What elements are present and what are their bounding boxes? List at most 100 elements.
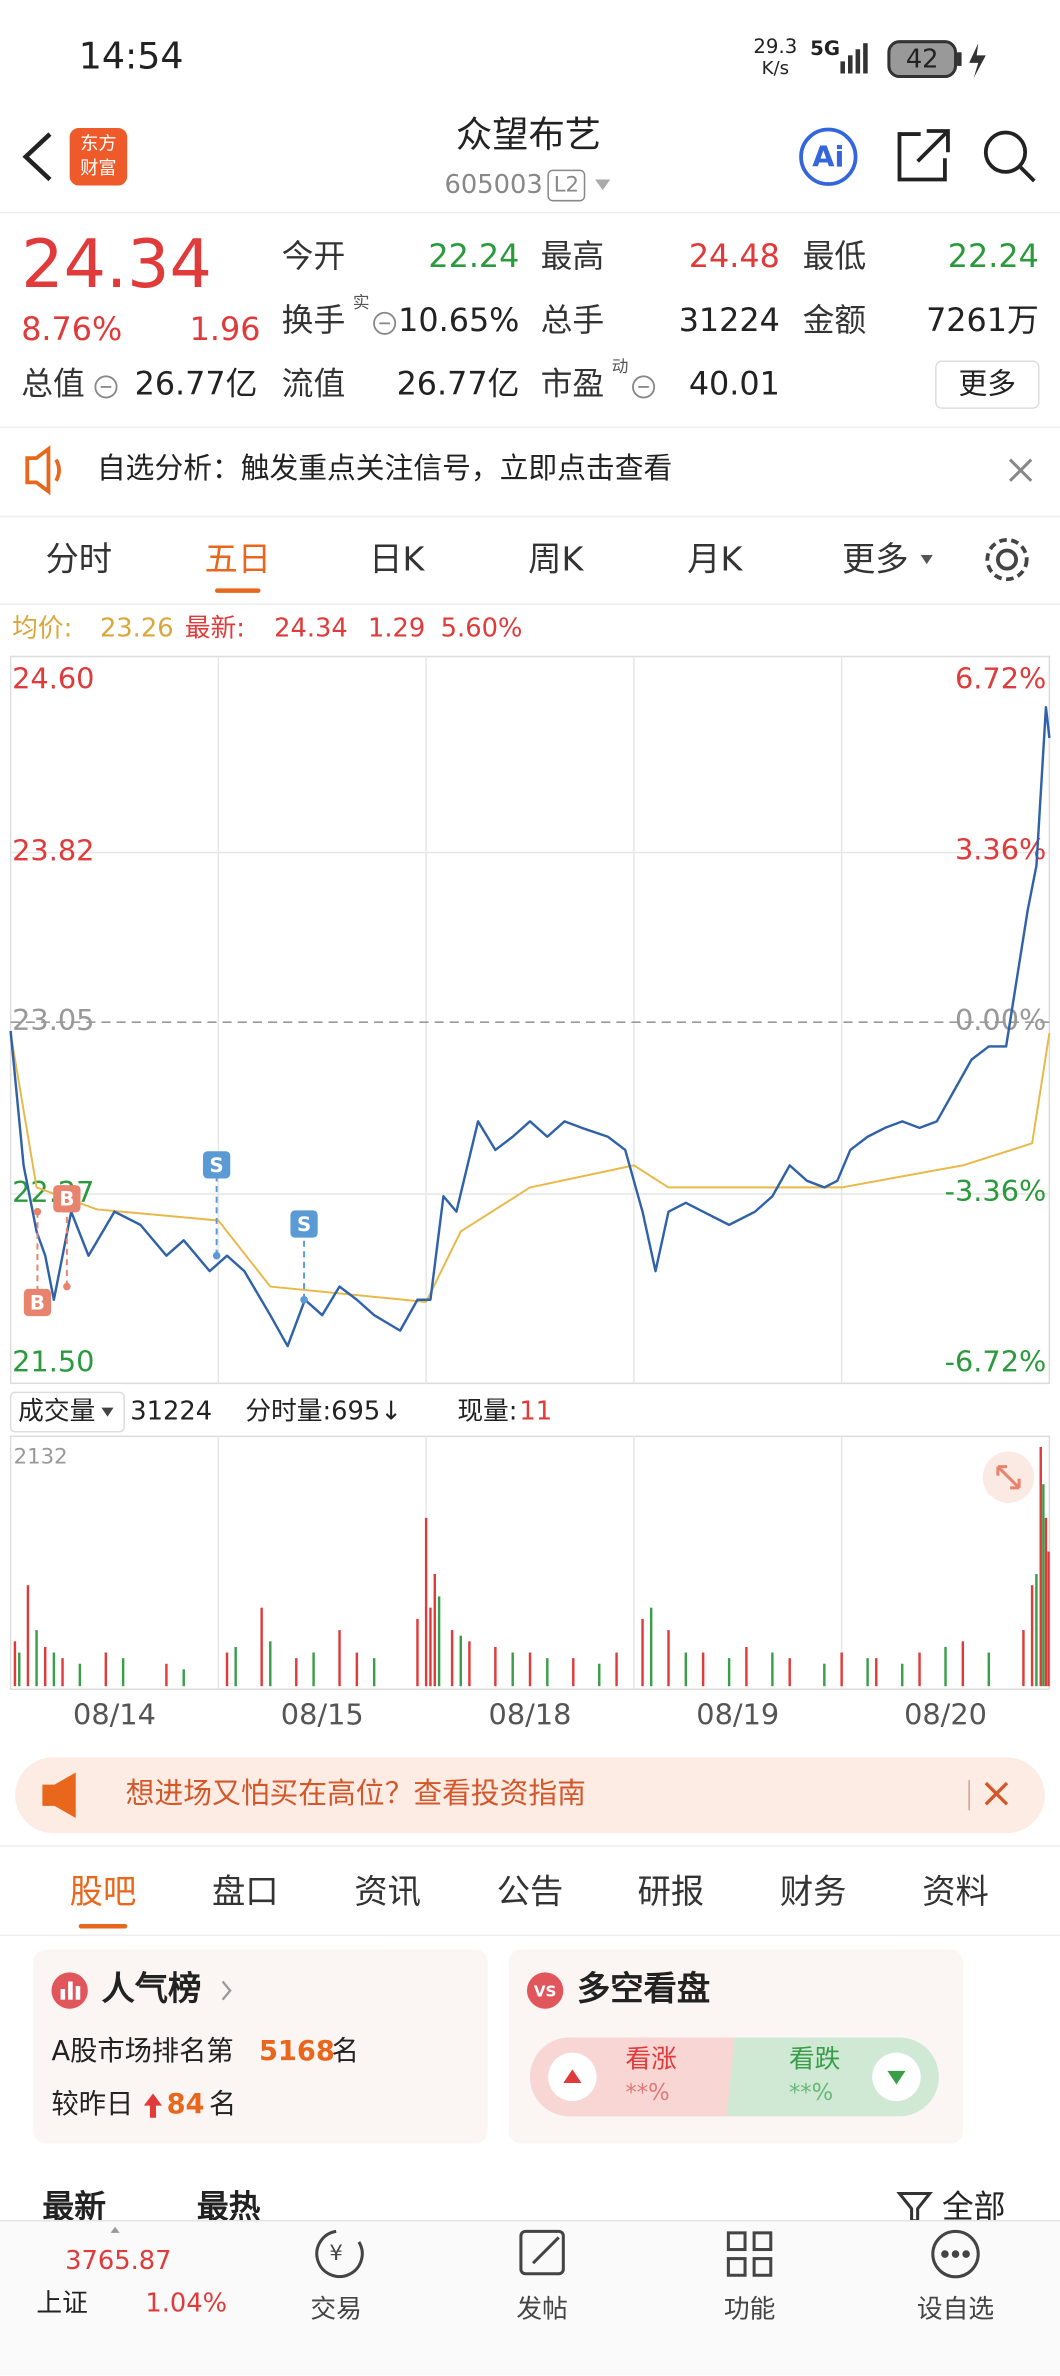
chart-tab[interactable]: 分时 <box>45 540 112 579</box>
trade-point <box>212 1251 221 1260</box>
volume-bar <box>182 1669 185 1687</box>
marker-badge <box>23 1288 52 1317</box>
marker-label: B <box>30 1292 45 1315</box>
nav-label[interactable]: 交易 <box>310 2295 361 2325</box>
trade-icon[interactable]: ¥ <box>315 2229 364 2278</box>
chart-tab[interactable]: 月K <box>687 540 743 579</box>
rank-prefix: A股市场排名第 <box>51 2036 233 2067</box>
field-value: 22.24 <box>948 238 1039 275</box>
section-tab[interactable]: 公告 <box>497 1872 564 1911</box>
last: 24.34 <box>274 614 348 644</box>
price-line <box>9 705 1051 1348</box>
field-value: 7261万 <box>926 302 1039 339</box>
chart-tab[interactable]: 日K <box>369 540 425 579</box>
notice-close[interactable] <box>1008 458 1033 482</box>
volume-bar <box>701 1652 705 1687</box>
volume-bar <box>52 1652 56 1687</box>
notice-text[interactable]: 自选分析：触发重点关注信号，立即点击查看 <box>97 451 672 485</box>
field-value: 26.77亿 <box>135 365 258 402</box>
volume-bar <box>649 1607 653 1687</box>
popularity-card[interactable] <box>33 1949 488 2144</box>
volume-bar <box>1039 1446 1042 1687</box>
watchlist-icon[interactable] <box>931 2229 980 2279</box>
volume-bar <box>104 1652 108 1687</box>
volume-bar <box>468 1641 471 1687</box>
field-label: 金额 <box>803 302 867 339</box>
field-value: 10.65% <box>398 302 519 339</box>
change: 1.96 <box>190 311 261 348</box>
expand-button[interactable] <box>982 1451 1035 1503</box>
sort-hot[interactable]: 最热 <box>197 2189 261 2226</box>
filter[interactable]: 全部 <box>942 2189 1006 2226</box>
volume-bar <box>788 1658 791 1687</box>
section-tab[interactable]: 财务 <box>780 1872 847 1911</box>
signal <box>840 43 868 74</box>
volume-bar <box>1042 1484 1045 1687</box>
nav-label[interactable]: 设自选 <box>917 2295 994 2325</box>
volume-bar <box>234 1646 237 1687</box>
index-change: 1.04% <box>145 2289 227 2319</box>
share-button[interactable] <box>897 129 950 182</box>
change-pct: 8.76% <box>21 311 122 348</box>
y2-tick-label: -6.72% <box>945 1345 1047 1379</box>
divider <box>0 515 1060 518</box>
chart-tab[interactable]: 周K <box>528 540 584 579</box>
field-value: 26.77亿 <box>397 365 520 402</box>
back-button[interactable] <box>22 132 52 182</box>
marker-badge <box>203 1151 231 1179</box>
dropdown[interactable] <box>595 179 611 191</box>
bear-label: 看跌 <box>789 2045 840 2075</box>
tab-underline <box>215 588 261 593</box>
section-tab[interactable]: 股吧 <box>70 1872 137 1911</box>
bear-arrow <box>887 2070 906 2085</box>
search-button[interactable] <box>983 130 1036 183</box>
price-frame <box>9 655 1051 1385</box>
field-label: 市盈 <box>541 365 605 402</box>
banner-icon <box>42 1772 76 1818</box>
more-button[interactable] <box>935 360 1040 409</box>
ai-button[interactable] <box>799 127 858 186</box>
section-tab[interactable]: 资讯 <box>354 1872 421 1911</box>
settings-button[interactable] <box>985 537 1029 582</box>
function-icon[interactable] <box>726 2231 773 2277</box>
sentiment-badge: VS <box>534 1983 557 2001</box>
sort-latest[interactable]: 最新 <box>42 2189 106 2226</box>
more-label: 更多 <box>959 366 1017 400</box>
logo[interactable] <box>69 128 128 186</box>
volume-bar <box>727 1658 731 1687</box>
y2-tick-label: -3.36% <box>945 1174 1047 1208</box>
banner-close[interactable] <box>984 1781 1009 1806</box>
nav-label[interactable]: 发帖 <box>516 2295 567 2325</box>
current-volume-label: 现量: <box>457 1397 517 1427</box>
nav-label[interactable]: 功能 <box>724 2295 775 2325</box>
field-label: 今开 <box>282 238 346 275</box>
volume-bar <box>450 1630 454 1687</box>
volume-bar <box>78 1663 82 1687</box>
battery-tip <box>957 52 962 66</box>
index-value[interactable]: 3765.87 <box>65 2246 171 2276</box>
battery <box>887 40 958 79</box>
volume-select-label: 成交量 <box>18 1397 95 1427</box>
field-value: 22.24 <box>428 238 519 275</box>
banner[interactable] <box>15 1757 1045 1834</box>
volume-bar <box>13 1641 17 1687</box>
volume-select[interactable] <box>9 1391 125 1433</box>
post-icon[interactable] <box>519 2229 565 2276</box>
volume-bar <box>1047 1551 1050 1687</box>
field-value: 40.01 <box>689 365 780 402</box>
volume-bar <box>260 1607 263 1687</box>
field-label: 换手 <box>282 302 346 339</box>
section-tab[interactable]: 研报 <box>638 1872 705 1911</box>
chart-tab[interactable]: 更多 <box>842 540 909 579</box>
tick-volume: 分时量:695↓ <box>245 1397 402 1427</box>
volume-bar <box>424 1517 428 1687</box>
bottom-nav <box>0 2220 1060 2376</box>
y-tick-label: 2132 <box>14 1444 68 1469</box>
section-tab[interactable]: 资料 <box>922 1872 989 1911</box>
battery-level: 42 <box>906 44 939 74</box>
divider <box>0 426 1060 428</box>
section-tab[interactable]: 盘口 <box>212 1872 279 1911</box>
chart-tab[interactable]: 五日 <box>204 540 271 579</box>
y-tick-label: 21.50 <box>12 1345 94 1379</box>
